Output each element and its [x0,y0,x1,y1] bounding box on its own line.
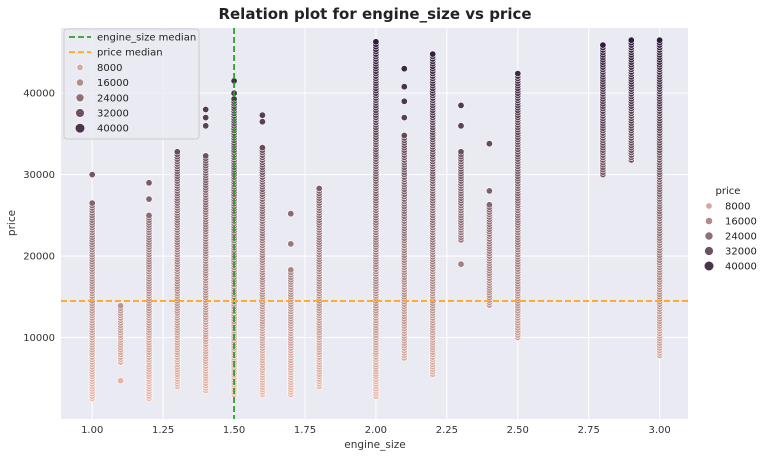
legend-hue-swatch [76,63,84,71]
scatter-point [485,187,493,195]
legend-hue-swatch [705,202,713,210]
legend-hue-swatch [703,260,715,272]
scatter-point [117,377,125,385]
scatter-point [457,148,465,156]
y-tick-label: 10000 [23,333,55,344]
x-tick-label: 2.00 [365,425,387,436]
scatter-point [400,114,408,122]
scatter-point [485,140,493,148]
scatter-point [145,211,153,219]
x-tick-label: 1.75 [294,425,316,436]
x-tick-label: 1.50 [223,425,245,436]
y-tick-label: 40000 [23,89,55,100]
legend-hue-swatch [75,108,85,118]
scatter-point [457,101,465,109]
scatter-point [145,195,153,203]
scatter-point [400,97,408,105]
scatter-point [514,70,522,78]
scatter-point [287,210,295,218]
scatter-point [627,36,635,44]
outer-legend-label: 32000 [725,247,757,258]
inner-legend-label: 32000 [97,109,129,120]
inner-legend: engine_size median price median 8000 16000 2… [63,28,200,140]
legend-hue-swatch [74,123,86,134]
y-axis-label: price [6,210,18,236]
inner-legend-label: 40000 [97,124,129,135]
y-tick-labels: 10000 20000 30000 40000 [23,89,55,344]
scatter-point [400,132,408,140]
scatter-point [258,144,266,152]
scatter-point [287,266,295,274]
reference-lines [61,28,688,419]
inner-legend-label: 16000 [97,78,129,89]
scatter-point [372,38,380,46]
scatter-point [88,171,96,179]
scatter-point [485,201,493,209]
scatter-point [202,114,210,122]
scatter-point [599,41,607,49]
scatter-point [457,122,465,130]
x-tick-labels: 1.00 1.25 1.50 1.75 2.00 2.25 2.50 2.75 3.00 [81,425,671,436]
chart-title: Relation plot for engine_size vs price [218,5,531,23]
scatter-point [202,106,210,114]
scatter-point [88,199,96,207]
scatter-point [173,148,181,156]
inner-legend-label: engine_size median [97,33,196,44]
scatter-point [457,260,465,268]
x-tick-label: 2.50 [507,425,529,436]
scatter-points [88,36,664,403]
inner-legend-label: 24000 [97,93,129,104]
inner-legend-label: 8000 [97,63,122,74]
legend-hue-swatch [76,78,84,87]
legend-hue-swatch [704,231,714,241]
legend-hue-swatch [75,93,85,103]
outer-legend-label: 8000 [725,202,750,213]
scatter-point [315,185,323,193]
outer-legend-title: price [716,186,741,197]
scatter-point [287,240,295,248]
scatter-point [400,83,408,91]
y-tick-label: 20000 [23,252,55,263]
outer-legend-label: 16000 [725,217,757,228]
scatter-point [117,302,125,310]
outer-legend-label: 24000 [725,232,757,243]
x-tick-label: 3.00 [648,425,670,436]
inner-legend-frame [63,28,200,140]
scatter-point [258,111,266,119]
inner-legend-label: price median [97,48,163,59]
outer-legend: price 8000 16000 24000 32000 40000 [703,186,757,273]
scatter-point [202,152,210,160]
x-tick-label: 2.25 [436,425,458,436]
legend-hue-swatch [704,246,714,256]
x-tick-label: 1.00 [81,425,103,436]
scatter-point [145,179,153,187]
y-tick-label: 30000 [23,170,55,181]
scatter-point [429,50,437,58]
x-axis-label: engine_size [344,439,405,451]
scatter-point [258,118,266,126]
scatter-point [400,65,408,73]
outer-legend-label: 40000 [725,262,757,273]
scatter-point [656,36,664,44]
scatter-point [202,122,210,130]
legend-hue-swatch [705,217,713,225]
x-tick-label: 2.75 [578,425,600,436]
x-tick-label: 1.25 [152,425,174,436]
